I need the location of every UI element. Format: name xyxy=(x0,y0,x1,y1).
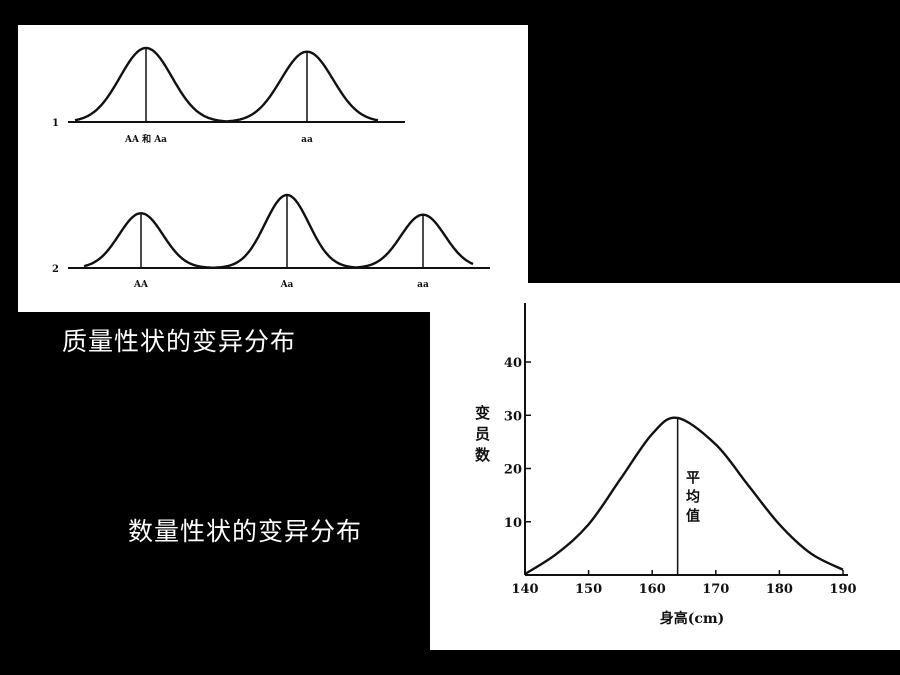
row-label: 2 xyxy=(52,264,59,275)
distribution-curve xyxy=(74,46,379,123)
qualitative-chart: 1 AA 和 Aa aa 2 AA Aa aa xyxy=(52,46,490,290)
x-tick-label: 170 xyxy=(702,582,729,597)
genotype-label: Aa xyxy=(280,280,294,290)
x-tick-label: 180 xyxy=(766,582,793,597)
x-tick-label: 150 xyxy=(575,582,602,597)
quantitative-distribution-figure: 140 150 160 170 180 190 10 20 30 40 身高(cm) 变员数 平均值 xyxy=(430,283,900,650)
qualitative-distribution-figure: 1 AA 和 Aa aa 2 AA Aa aa xyxy=(18,25,528,312)
x-tick-label: 160 xyxy=(639,582,666,597)
qualitative-caption: 质量性状的变异分布 xyxy=(62,327,297,356)
y-tick-label: 10 xyxy=(504,516,522,531)
y-tick-label: 20 xyxy=(504,463,522,478)
x-tick-label: 140 xyxy=(511,582,538,597)
genotype-label: AA xyxy=(133,280,149,290)
x-axis-label: 身高(cm) xyxy=(660,610,725,627)
y-tick-label: 40 xyxy=(504,356,522,371)
genotype-label: AA 和 Aa xyxy=(124,133,167,145)
distribution-curve xyxy=(524,416,844,576)
genotype-label: aa xyxy=(417,280,429,290)
mean-label: 平均值 xyxy=(684,470,700,527)
row-label: 1 xyxy=(52,118,59,129)
quantitative-caption: 数量性状的变异分布 xyxy=(128,517,363,546)
distribution-curve xyxy=(83,193,474,269)
x-tick-label: 190 xyxy=(829,582,856,597)
genotype-label: aa xyxy=(301,135,313,145)
y-tick-label: 30 xyxy=(504,409,522,424)
y-axis-label: 变员数 xyxy=(473,405,491,468)
quantitative-chart: 140 150 160 170 180 190 10 20 30 40 身高(cm) xyxy=(504,303,857,627)
